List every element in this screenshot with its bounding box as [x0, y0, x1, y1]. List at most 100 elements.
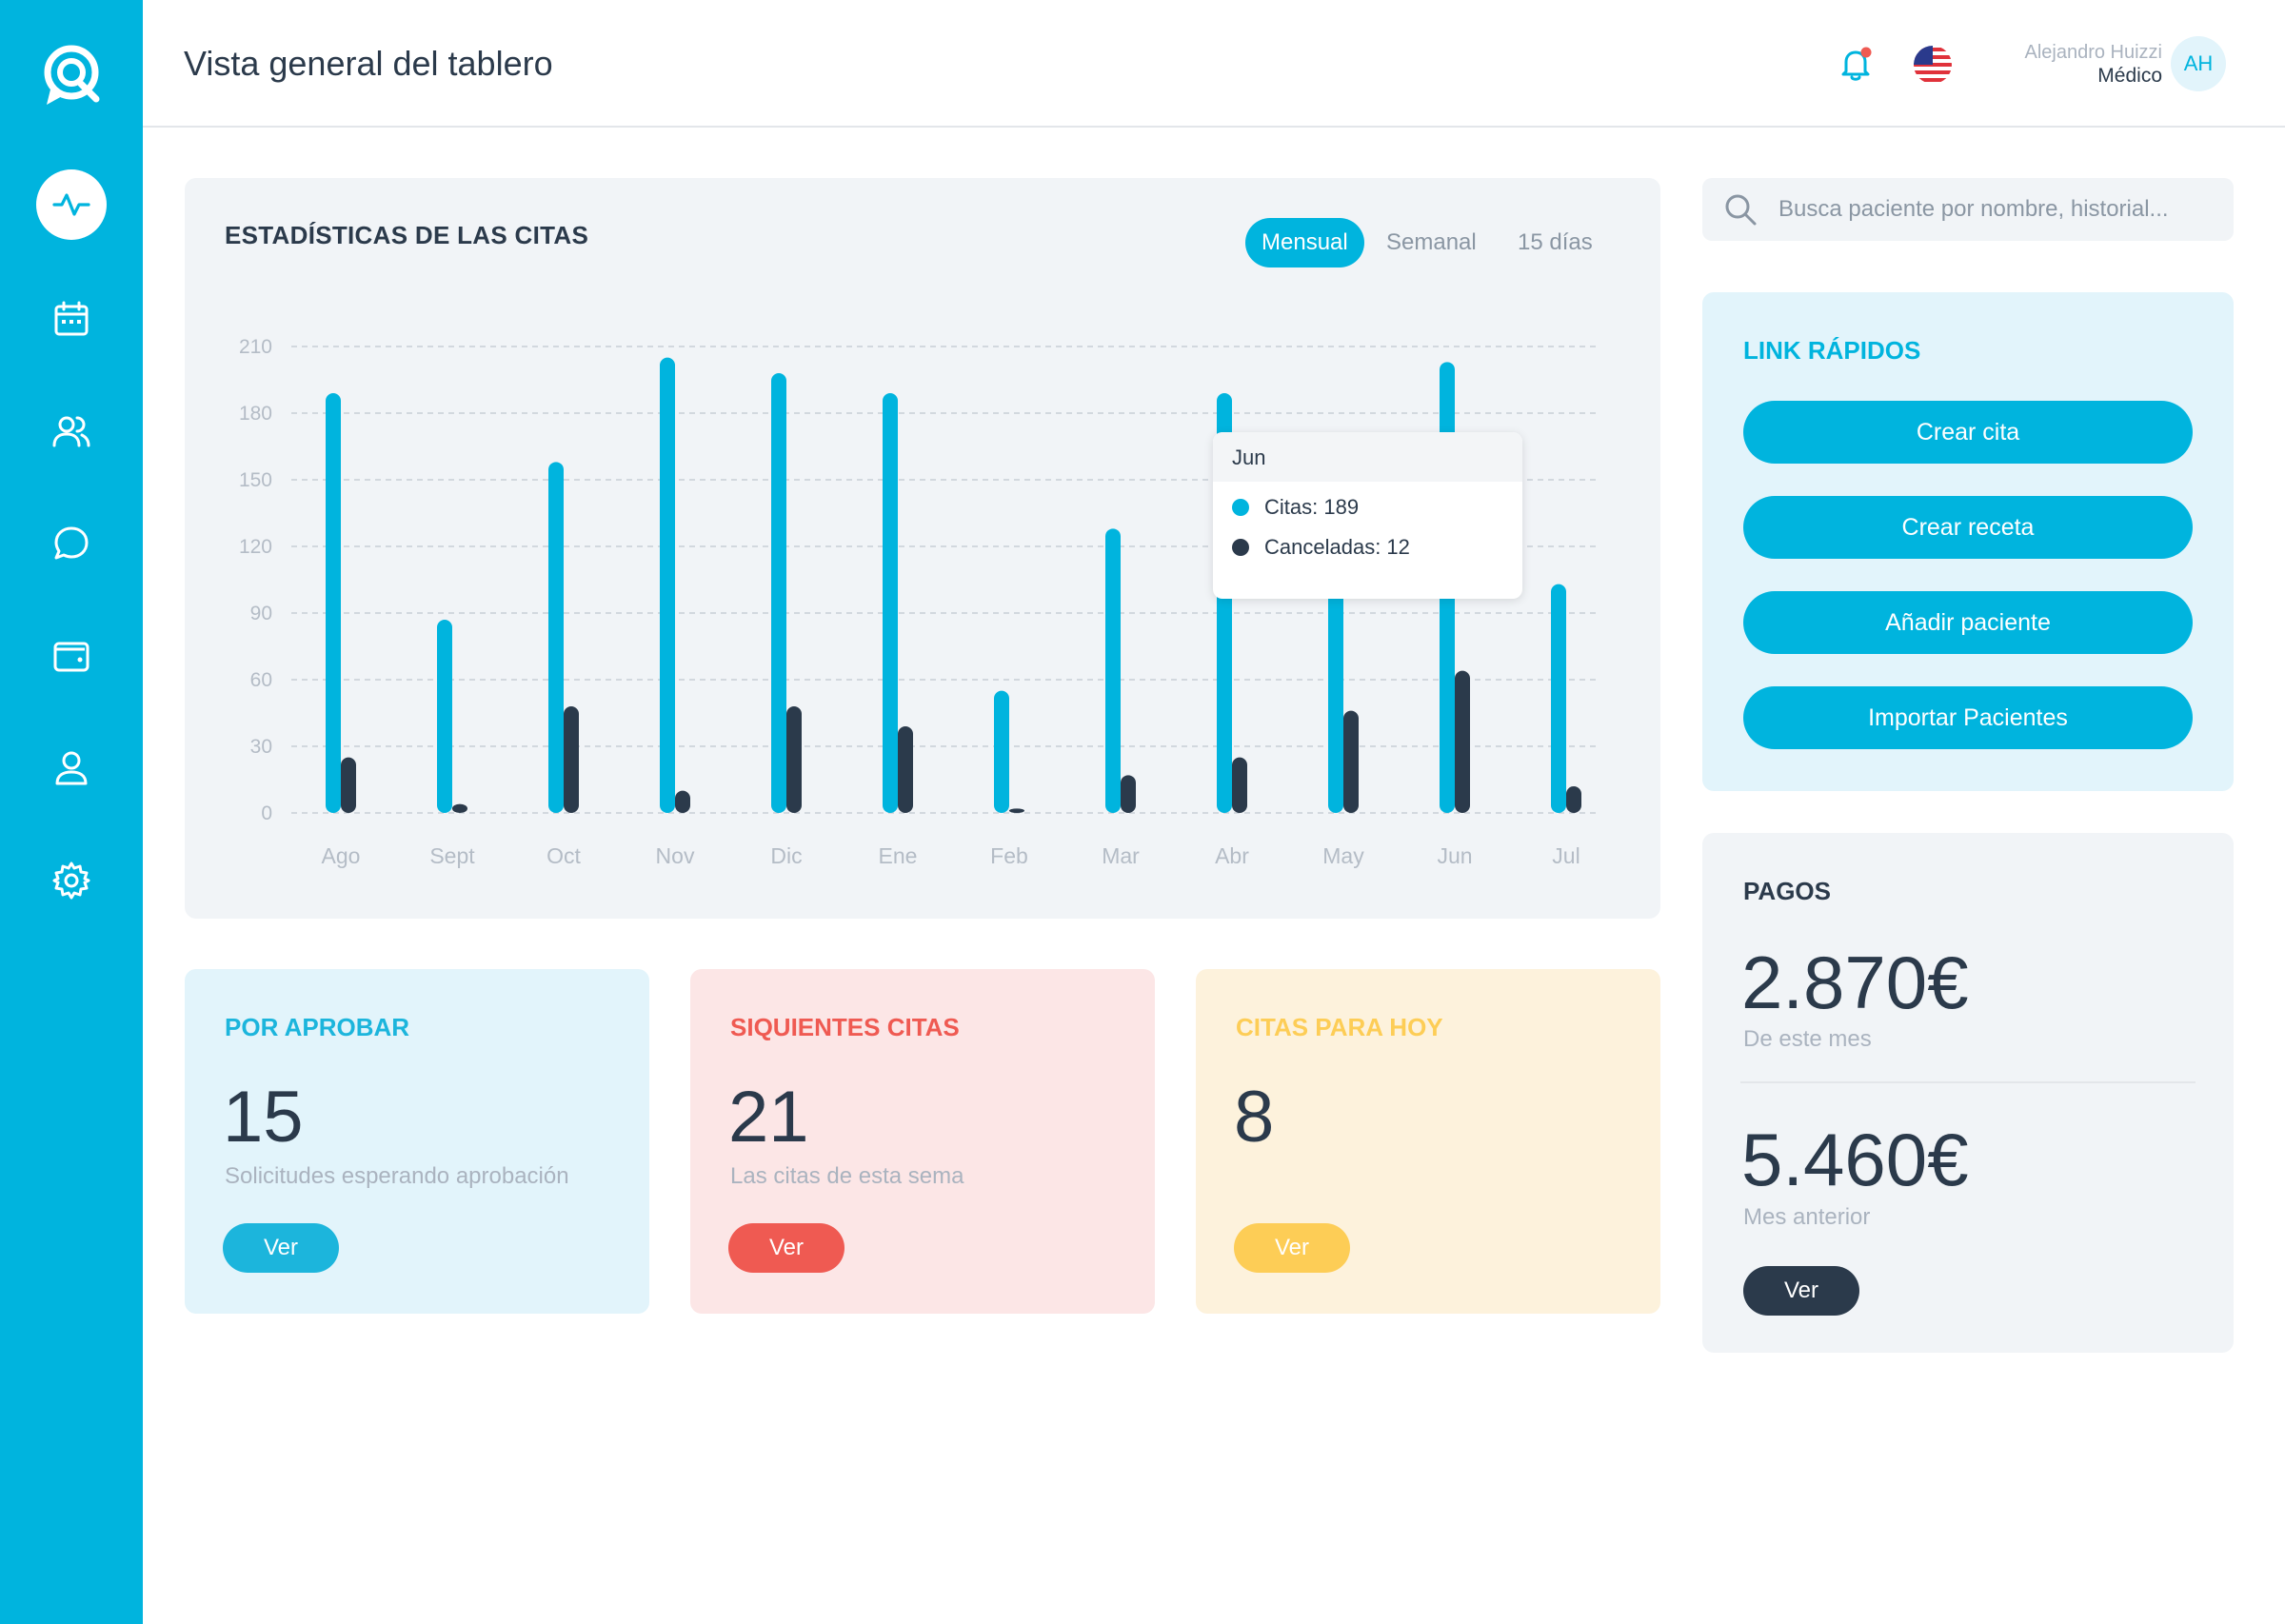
user-icon [55, 751, 88, 785]
tooltip-citas: Citas: 189 [1264, 495, 1360, 519]
bar-canceladas [675, 790, 690, 813]
x-tick-label: Ene [879, 843, 918, 868]
card-value: 21 [728, 1077, 809, 1158]
search-icon [1725, 194, 1757, 226]
notification-bell-icon[interactable] [1834, 42, 1878, 86]
card-title: SIQUIENTES CITAS [730, 1013, 960, 1041]
stats-title: ESTADÍSTICAS DE LAS CITAS [225, 221, 589, 249]
bar-canceladas [786, 706, 802, 813]
card-value: 15 [223, 1077, 304, 1158]
appointment-stats-card: ESTADÍSTICAS DE LAS CITAS Mensual Semana… [185, 178, 1660, 919]
sidebar-item-activity[interactable] [36, 169, 107, 240]
y-tick-label: 120 [239, 536, 272, 558]
settings-icon [52, 862, 90, 900]
sidebar-item-wallet[interactable] [36, 621, 107, 691]
search-input[interactable] [1778, 178, 2216, 241]
divider [1740, 1081, 2196, 1083]
tab-semanal[interactable]: Semanal [1386, 229, 1477, 255]
y-tick-label: 0 [261, 802, 272, 824]
card-description: Solicitudes esperando aprobación [225, 1163, 569, 1189]
current-month-amount: 2.870€ [1741, 941, 1969, 1024]
bar-canceladas [564, 706, 579, 813]
sidebar-item-profile[interactable] [36, 733, 107, 803]
add-patient-button[interactable]: Añadir paciente [1743, 591, 2193, 654]
user-role: Médico [2097, 65, 2162, 87]
view-button[interactable]: Ver [728, 1223, 844, 1273]
tooltip-canceladas-row: Canceladas: 12 [1232, 535, 1410, 560]
x-tick-label: May [1322, 843, 1364, 868]
bar-canceladas [1455, 670, 1470, 813]
bar-citas [326, 393, 341, 813]
y-tick-label: 60 [250, 669, 272, 691]
tab-mensual[interactable]: Mensual [1245, 218, 1364, 267]
previous-month-label: Mes anterior [1743, 1204, 1871, 1230]
bar-citas [883, 393, 898, 813]
quick-links-card: LINK RÁPIDOS Crear cita Crear receta Aña… [1702, 292, 2234, 791]
bar-canceladas [898, 726, 913, 813]
app-logo [44, 45, 100, 105]
previous-month-amount: 5.460€ [1741, 1118, 1969, 1201]
us-flag-icon[interactable] [1914, 46, 1952, 84]
header: Vista general del tablero Alejandro Huiz… [143, 0, 2285, 128]
x-tick-label: Jul [1552, 843, 1580, 868]
bar-citas [771, 373, 786, 813]
bar-citas [994, 690, 1009, 813]
import-patients-button[interactable]: Importar Pacientes [1743, 686, 2193, 749]
y-tick-label: 210 [239, 336, 272, 358]
tooltip-month: Jun [1213, 432, 1522, 482]
card-title: POR APROBAR [225, 1013, 410, 1041]
bar-citas [1551, 584, 1566, 813]
patient-search [1702, 178, 2234, 241]
avatar[interactable]: AH [2171, 36, 2226, 91]
x-tick-label: Dic [770, 843, 802, 868]
bar-citas [660, 357, 675, 813]
calendar-icon [54, 301, 89, 336]
x-tick-label: Sept [429, 843, 475, 868]
y-tick-label: 180 [239, 403, 272, 425]
bar-canceladas [341, 757, 356, 813]
x-tick-label: Feb [990, 843, 1028, 868]
sidebar-item-messages[interactable] [36, 508, 107, 579]
bar-canceladas [1121, 775, 1136, 813]
bar-citas [1105, 528, 1121, 813]
bar-canceladas [1343, 710, 1359, 813]
sidebar [0, 0, 143, 1624]
next-appointments-card: SIQUIENTES CITAS 21 Las citas de esta se… [690, 969, 1155, 1314]
bar-citas [437, 620, 452, 813]
pending-approval-card: POR APROBAR 15 Solicitudes esperando apr… [185, 969, 649, 1314]
view-button[interactable]: Ver [1234, 1223, 1350, 1273]
x-tick-label: Jun [1437, 843, 1472, 868]
bar-canceladas [1232, 757, 1247, 813]
sidebar-item-calendar[interactable] [36, 284, 107, 354]
tab-15-dias[interactable]: 15 días [1518, 229, 1593, 255]
today-appointments-card: CITAS PARA HOY 8 Ver [1196, 969, 1660, 1314]
view-payments-button[interactable]: Ver [1743, 1266, 1859, 1316]
bar-canceladas [1009, 808, 1024, 813]
card-title: CITAS PARA HOY [1236, 1013, 1443, 1041]
view-button[interactable]: Ver [223, 1223, 339, 1273]
x-tick-label: Ago [322, 843, 361, 868]
card-description: Las citas de esta sema [730, 1163, 964, 1189]
y-tick-label: 30 [250, 736, 272, 758]
x-tick-label: Oct [546, 843, 581, 868]
create-prescription-button[interactable]: Crear receta [1743, 496, 2193, 559]
tooltip-canceladas: Canceladas: 12 [1264, 535, 1410, 559]
page-title: Vista general del tablero [184, 44, 553, 83]
y-tick-label: 90 [250, 603, 272, 624]
x-tick-label: Mar [1102, 843, 1140, 868]
wallet-icon [53, 642, 89, 672]
chat-icon [54, 526, 89, 560]
payments-card: PAGOS 2.870€ De este mes 5.460€ Mes ante… [1702, 833, 2234, 1353]
activity-icon [52, 193, 90, 216]
tooltip-citas-row: Citas: 189 [1232, 495, 1359, 520]
bar-canceladas [452, 803, 467, 813]
canceladas-dot [1232, 539, 1249, 556]
y-tick-label: 150 [239, 469, 272, 491]
quick-links-title: LINK RÁPIDOS [1743, 336, 1921, 365]
sidebar-item-patients[interactable] [36, 396, 107, 466]
x-tick-label: Abr [1215, 843, 1249, 868]
x-tick-label: Nov [656, 843, 695, 868]
create-appointment-button[interactable]: Crear cita [1743, 401, 2193, 464]
sidebar-item-settings[interactable] [36, 845, 107, 916]
card-value: 8 [1234, 1077, 1275, 1158]
